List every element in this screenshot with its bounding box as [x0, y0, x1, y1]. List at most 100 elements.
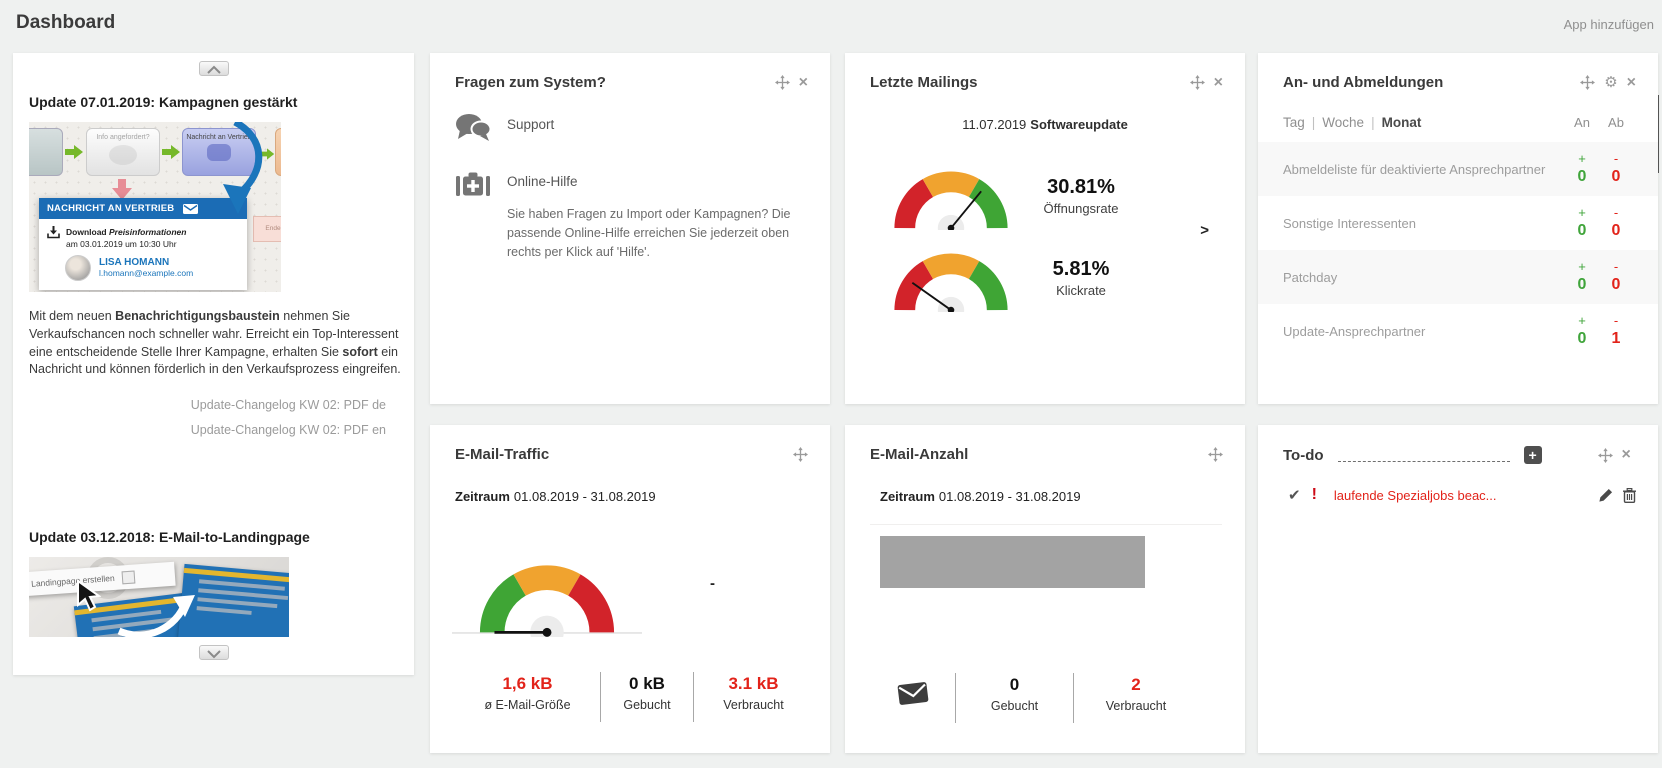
online-help-row[interactable]: Online-Hilfe Sie haben Fragen zu Import … [455, 170, 805, 261]
changelog-link-de[interactable]: Update-Changelog KW 02: PDF de [190, 398, 386, 412]
minus-sign: - [1613, 259, 1619, 274]
move-icon[interactable] [774, 75, 790, 90]
click-rate-label: Klickrate [1056, 283, 1106, 298]
news-post2-image: Landingpage erstellen [29, 557, 289, 637]
stat-booked: 0 Gebucht [955, 673, 1073, 723]
widget-title: E-Mail-Traffic [455, 446, 550, 463]
widget-title: An- und Abmeldungen [1283, 74, 1444, 91]
todo-task-text: laufende Spezialjobs beac... [1333, 487, 1497, 503]
stat-value: 3.1 kB [728, 674, 779, 693]
bubble-ghost-icon [109, 145, 137, 165]
pencil-icon[interactable] [1598, 488, 1613, 503]
close-icon[interactable]: × [1626, 73, 1636, 91]
mailing-date: 11.07.2019 [962, 117, 1027, 132]
changelog-links: Update-Changelog KW 02: PDF de Update-Ch… [13, 393, 386, 443]
tab-day[interactable]: Tag [1283, 115, 1305, 130]
move-icon[interactable] [1208, 447, 1223, 462]
stat-value: 1,6 kB [502, 674, 553, 693]
stat-value: 0 [1009, 675, 1020, 694]
download-datetime: am 03.01.2019 um 10:30 Uhr [66, 239, 177, 250]
workflow-node-start [29, 128, 63, 176]
questions-widget: Fragen zum System? × Support [430, 53, 830, 404]
move-icon[interactable] [1580, 75, 1596, 90]
tab-month[interactable]: Monat [1381, 115, 1422, 130]
news-scroll-down-button[interactable] [198, 645, 229, 660]
subscription-row: Abmeldeliste für deaktivierte Ansprechpa… [1258, 142, 1658, 196]
mailing-subtitle: 11.07.2019 Softwareupdate [845, 117, 1245, 132]
body-bold: Benachrichtigungsbaustein [115, 309, 280, 323]
stat-used: 3.1 kB Verbraucht [693, 672, 813, 722]
gear-icon[interactable]: ⚙ [1604, 73, 1618, 91]
move-icon[interactable] [1597, 447, 1613, 463]
ab-count: 0 [1611, 276, 1621, 293]
plus-sign: + [1578, 205, 1586, 220]
plus-sign: + [1578, 313, 1586, 328]
traffic-dash: - [710, 575, 715, 592]
subscription-row: Sonstige Interessenten +0 - 0 [1258, 196, 1658, 250]
add-todo-button[interactable]: + [1523, 446, 1542, 464]
trash-icon[interactable] [1623, 487, 1636, 503]
period-label: Zeitraum [880, 489, 935, 504]
check-icon[interactable]: ✔ [1288, 487, 1301, 504]
minus-sign: - [1613, 205, 1619, 220]
green-arrow-icon [259, 148, 275, 160]
an-count: 0 [1577, 330, 1587, 347]
chat-bubbles-icon [456, 114, 492, 141]
tab-week[interactable]: Woche [1322, 115, 1365, 130]
priority-exclamation: ! [1311, 486, 1317, 503]
subscription-label: Abmeldeliste für deaktivierte Ansprechpa… [1283, 161, 1546, 177]
count-period: Zeitraum 01.08.2019 - 31.08.2019 [880, 489, 1245, 504]
stat-used: 2 Verbraucht [1073, 673, 1198, 723]
support-row[interactable]: Support [455, 113, 805, 148]
online-help-text: Sie haben Fragen zu Import oder Kampagne… [507, 207, 791, 259]
body-text: ein Nachricht und können förderlich in d… [29, 344, 401, 377]
workflow-node-info-label: Info angefordert? [96, 134, 150, 141]
close-icon[interactable]: × [798, 73, 808, 91]
todo-widget: To-do + × ✔ ! laufende Spezialjobs beac.… [1258, 425, 1658, 753]
widget-title: Fragen zum System? [455, 74, 606, 91]
blue-curved-arrow-icon [223, 122, 263, 214]
subscription-row: Patchday +0 - 0 [1258, 250, 1658, 304]
click-rate-row: 5.81% Klickrate [885, 244, 1215, 312]
scrollbar-track [1662, 0, 1680, 768]
plus-sign: + [1578, 151, 1586, 166]
speech-bubble-icon [207, 144, 231, 161]
mailing-subject: Softwareupdate [1030, 117, 1128, 132]
news-scroll-up-button[interactable] [198, 61, 229, 76]
news-post1-body: Mit dem neuen Benachrichtigungsbaustein … [29, 308, 404, 379]
download-doc-name: Preisinformationen [108, 227, 187, 237]
widget-title: E-Mail-Anzahl [870, 446, 969, 463]
contact-email: l.homann@example.com [99, 268, 194, 279]
last-mailings-widget: Letzte Mailings × 11.07.2019 Softwareupda… [845, 53, 1245, 404]
period-value: 01.08.2019 - 31.08.2019 [938, 489, 1081, 504]
traffic-gauge [452, 565, 642, 650]
move-icon[interactable] [1189, 75, 1205, 90]
workflow-node-message-label: Nachricht an Vertrieb [186, 134, 252, 141]
ab-count: 0 [1611, 168, 1621, 185]
news-post1-title: Update 07.01.2019: Kampagnen gestärkt [29, 94, 298, 110]
subscription-label: Update-Ansprechpartner [1283, 323, 1426, 339]
page-title: Dashboard [16, 12, 116, 33]
next-mailing-chevron[interactable]: > [1200, 222, 1209, 239]
new-todo-input[interactable] [1337, 449, 1510, 462]
widget-title: Letzte Mailings [870, 74, 978, 91]
stat-booked: 0 kB Gebucht [600, 672, 693, 722]
close-icon[interactable]: × [1621, 446, 1631, 463]
close-icon[interactable]: × [1213, 73, 1223, 91]
red-down-arrow-icon [112, 179, 132, 200]
stat-icon-cell [870, 673, 955, 723]
click-rate-value: 5.81% [1052, 258, 1110, 280]
todo-item: ✔ ! laufende Spezialjobs beac... [1258, 486, 1658, 504]
avatar [65, 254, 91, 281]
move-icon[interactable] [793, 447, 808, 462]
an-count: 0 [1577, 222, 1587, 239]
add-app-link[interactable]: App hinzufügen [1563, 17, 1654, 32]
landingpage-menu-label: Landingpage erstellen [30, 572, 115, 589]
stat-avg-size: 1,6 kB ø E-Mail-Größe [455, 672, 600, 722]
changelog-link-en[interactable]: Update-Changelog KW 02: PDF en [190, 423, 386, 437]
chevron-down-icon [206, 649, 221, 658]
widget-title: To-do [1283, 446, 1324, 464]
open-rate-label: Öffnungsrate [1043, 201, 1119, 216]
download-word: Download [66, 227, 107, 237]
email-traffic-widget: E-Mail-Traffic Zeitraum 01.08.2019 - 31.0… [430, 425, 830, 753]
